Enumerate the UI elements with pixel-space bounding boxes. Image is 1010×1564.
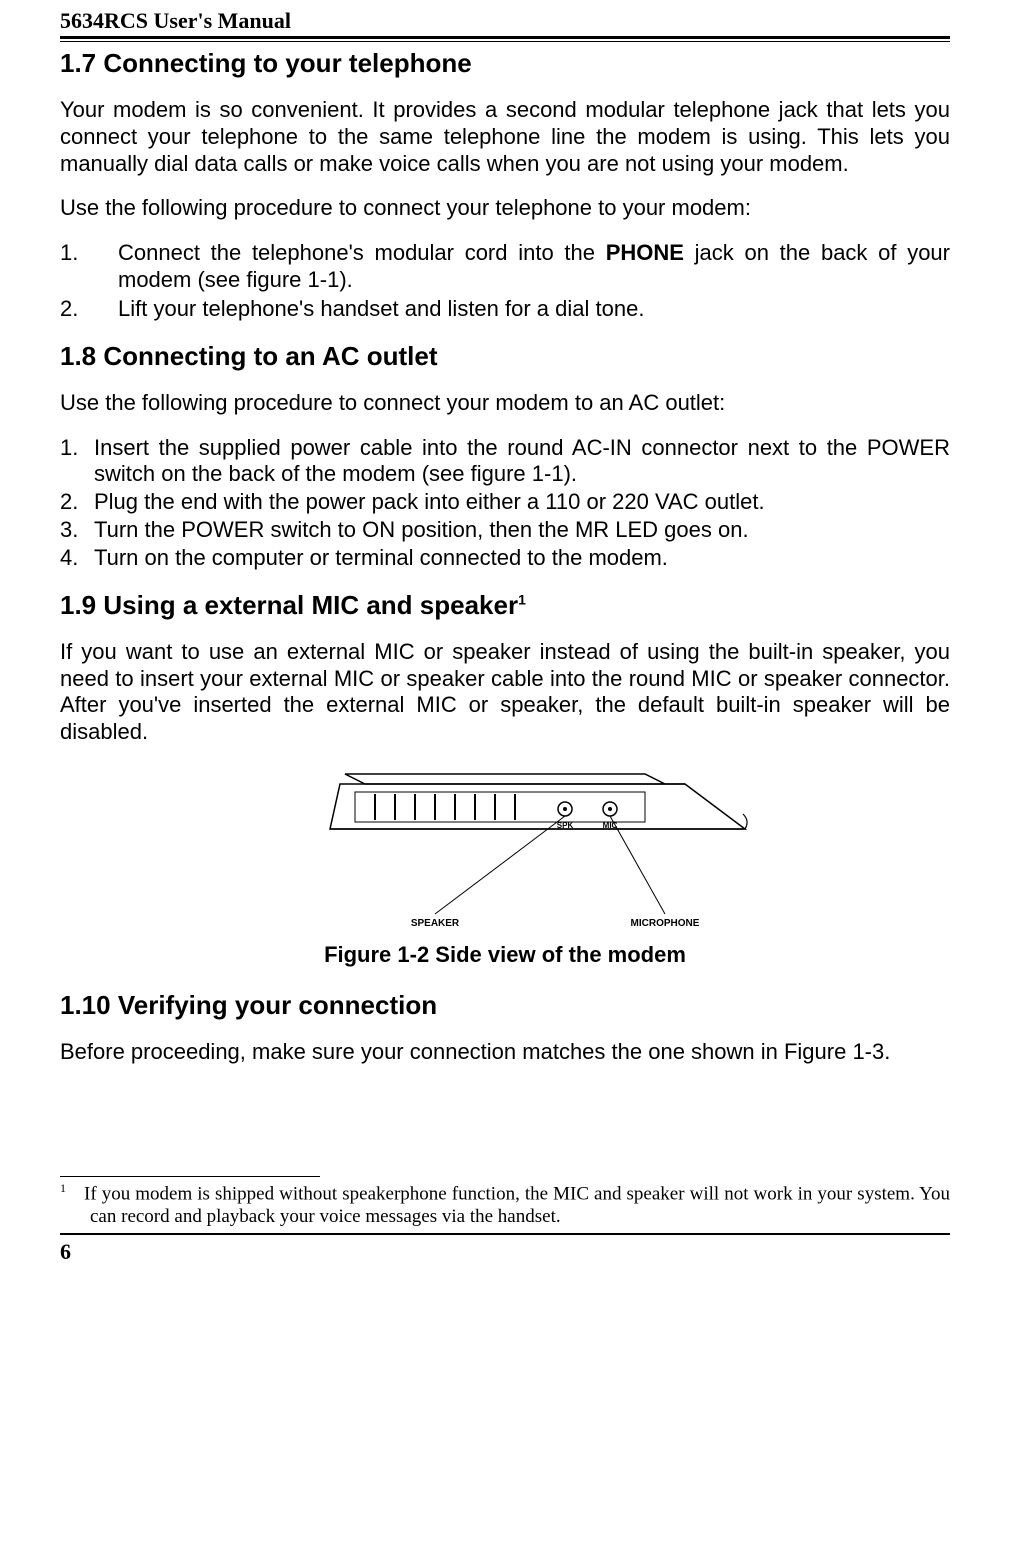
list-number: 2. <box>60 489 94 516</box>
list-text: Connect the telephone's modular cord int… <box>118 240 950 294</box>
page-number: 6 <box>60 1239 950 1265</box>
footnote-1: 1 If you modem is shipped without speaker… <box>60 1181 950 1229</box>
label-spk-small: SPK <box>557 821 574 830</box>
list-item: 4. Turn on the computer or terminal conn… <box>60 545 950 572</box>
list-number: 3. <box>60 517 94 544</box>
list-text: Plug the end with the power pack into ei… <box>94 489 950 516</box>
list-item: 2. Plug the end with the power pack into… <box>60 489 950 516</box>
heading-1-9: 1.9 Using a external MIC and speaker1 <box>60 590 950 621</box>
heading-1-7: 1.7 Connecting to your telephone <box>60 48 950 79</box>
para-1-10-1: Before proceeding, make sure your connec… <box>60 1039 950 1066</box>
page: 5634RCS User's Manual 1.7 Connecting to … <box>0 0 1010 1295</box>
list-number: 2. <box>60 296 118 323</box>
label-speaker: SPEAKER <box>411 918 460 929</box>
list-number: 4. <box>60 545 94 572</box>
label-microphone: MICROPHONE <box>631 918 700 929</box>
list-number: 1. <box>60 240 118 294</box>
figure-1-2: SPK MIC SPEAKER MICROPHONE <box>60 764 950 934</box>
list-1-7: 1. Connect the telephone's modular cord … <box>60 240 950 322</box>
list-item: 1. Connect the telephone's modular cord … <box>60 240 950 294</box>
list-text: Lift your telephone's handset and listen… <box>118 296 950 323</box>
para-1-7-1: Your modem is so convenient. It provides… <box>60 97 950 177</box>
header-rule <box>60 36 950 42</box>
list-number: 1. <box>60 435 94 489</box>
heading-footnote-ref: 1 <box>518 591 526 607</box>
list-item: 1. Insert the supplied power cable into … <box>60 435 950 489</box>
figure-caption-1-2: Figure 1-2 Side view of the modem <box>60 942 950 968</box>
heading-1-10: 1.10 Verifying your connection <box>60 990 950 1021</box>
heading-text: 1.9 Using a external MIC and speaker <box>60 590 518 620</box>
modem-side-view-svg: SPK MIC SPEAKER MICROPHONE <box>245 764 765 934</box>
footer-rule <box>60 1233 950 1235</box>
list-text: Turn the POWER switch to ON position, th… <box>94 517 950 544</box>
footnote-mark: 1 <box>60 1181 66 1195</box>
para-1-7-2: Use the following procedure to connect y… <box>60 195 950 222</box>
list-text: Turn on the computer or terminal connect… <box>94 545 950 572</box>
list-item: 2. Lift your telephone's handset and lis… <box>60 296 950 323</box>
list-text: Insert the supplied power cable into the… <box>94 435 950 489</box>
running-header: 5634RCS User's Manual <box>60 0 950 36</box>
list-1-8: 1. Insert the supplied power cable into … <box>60 435 950 572</box>
list-item: 3. Turn the POWER switch to ON position,… <box>60 517 950 544</box>
para-1-8-1: Use the following procedure to connect y… <box>60 390 950 417</box>
heading-1-8: 1.8 Connecting to an AC outlet <box>60 341 950 372</box>
text-bold: PHONE <box>606 240 684 265</box>
text-run: Connect the telephone's modular cord int… <box>118 240 606 265</box>
footnote-rule <box>60 1176 320 1177</box>
para-1-9-1: If you want to use an external MIC or sp… <box>60 639 950 746</box>
footnote-text: If you modem is shipped without speakerp… <box>84 1183 950 1227</box>
